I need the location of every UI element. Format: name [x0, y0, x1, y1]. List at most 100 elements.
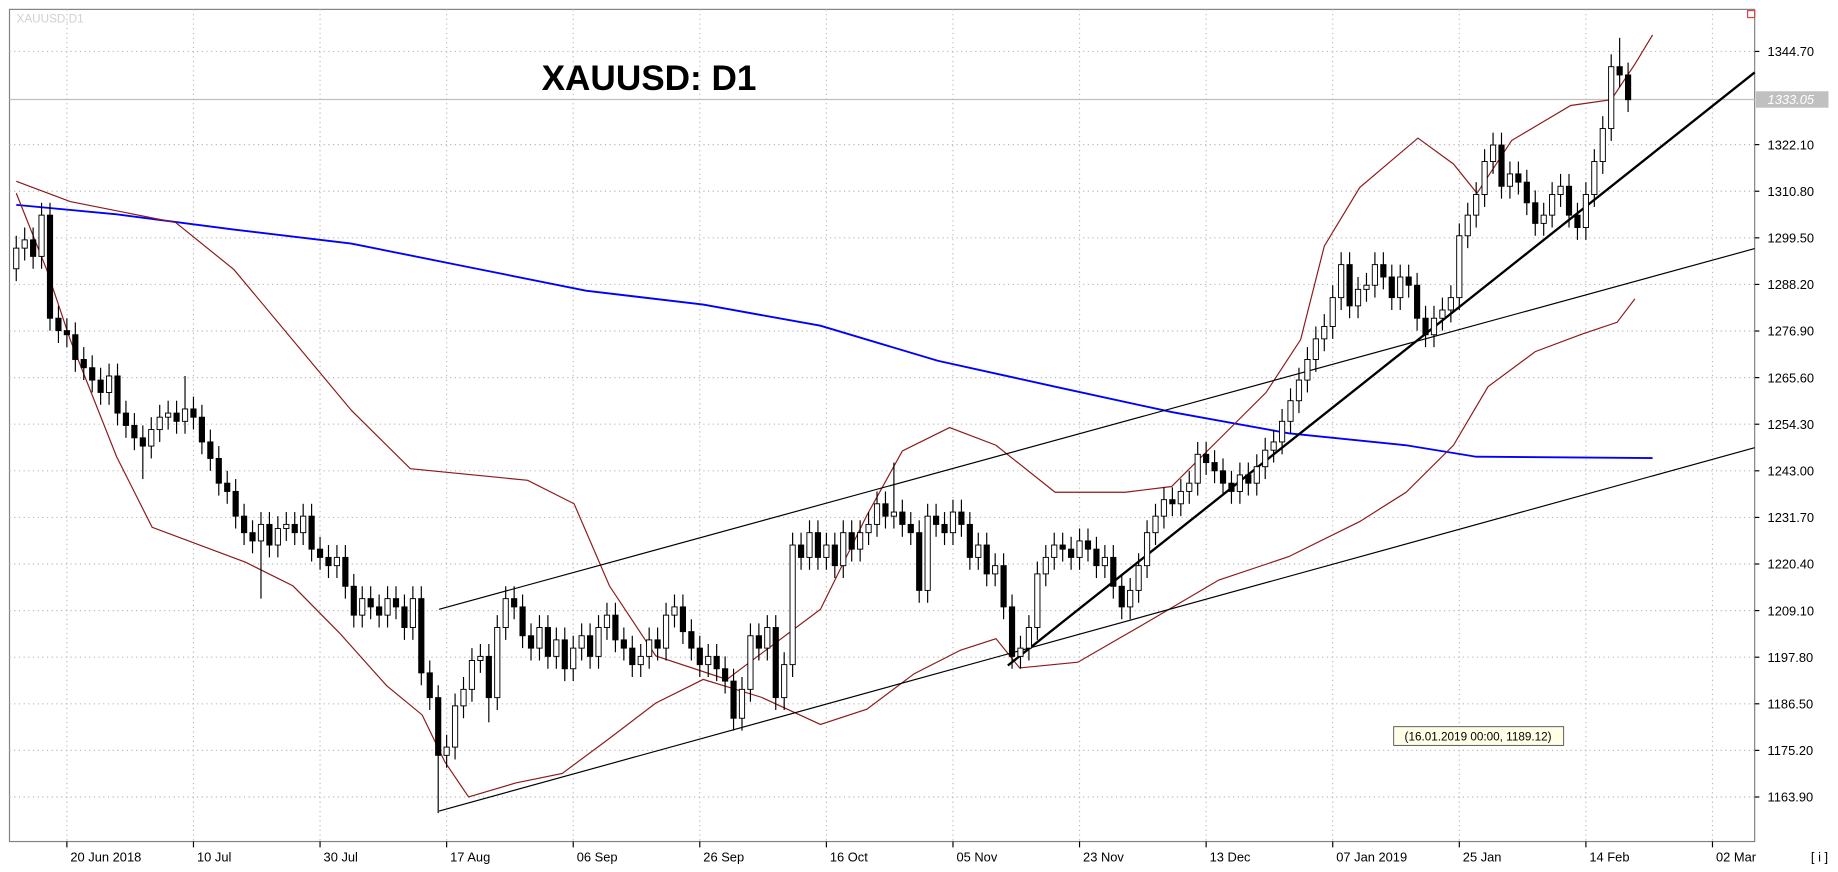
candle-body: [1211, 462, 1218, 472]
x-tick-label: 10 Jul: [197, 849, 231, 864]
candle-body: [266, 523, 273, 546]
candle-body: [139, 437, 146, 447]
candle-body: [1473, 194, 1480, 216]
candle-body: [300, 515, 307, 534]
candle-body: [257, 523, 265, 542]
indicator-line: [15, 193, 1636, 798]
candle-body: [755, 635, 762, 649]
candle-body: [1025, 627, 1033, 649]
x-tick-label: 05 Nov: [956, 849, 997, 864]
candle-body: [1287, 400, 1294, 422]
candle-body: [1532, 202, 1539, 224]
candle-body: [646, 639, 653, 657]
candle-body: [949, 511, 957, 534]
candle-body: [249, 532, 256, 542]
candle-body: [705, 655, 712, 666]
candle-body: [97, 379, 104, 393]
candle-body: [1177, 490, 1184, 505]
candle-body: [654, 639, 661, 649]
candle-body: [1160, 499, 1168, 517]
chart-title: XAUUSD: D1: [542, 59, 757, 98]
y-tick-label: 1220.40: [1768, 557, 1815, 572]
candle-body: [485, 655, 492, 699]
candle-body: [1245, 474, 1252, 484]
candle-body: [1203, 453, 1210, 464]
candle-body: [291, 523, 298, 534]
x-tick-label: 14 Feb: [1589, 849, 1629, 864]
candle-body: [13, 247, 20, 270]
candle-body: [1489, 144, 1497, 163]
candle-body: [831, 544, 838, 567]
info-icon[interactable]: [ i ]: [1811, 849, 1828, 864]
candle-body: [1380, 264, 1387, 278]
candle-body: [916, 532, 923, 591]
candle-body: [1219, 470, 1227, 484]
candle-body: [1439, 309, 1446, 319]
candle-body: [1194, 453, 1201, 484]
candle-body: [1574, 214, 1581, 228]
candle-body: [1034, 573, 1041, 628]
y-tick-label: 1231.70: [1768, 510, 1815, 525]
candle-body: [477, 655, 484, 661]
candle-body: [1456, 235, 1463, 299]
candle-body: [561, 639, 568, 670]
candle-body: [1591, 161, 1598, 195]
candle-body: [1143, 532, 1151, 567]
candle-body: [983, 544, 990, 575]
candle-body: [527, 635, 535, 649]
candle-body: [595, 627, 602, 657]
candle-body: [418, 598, 425, 674]
candle-body: [1068, 548, 1075, 558]
x-tick-label: 02 Mar: [1716, 849, 1757, 864]
candle-body: [840, 532, 847, 567]
symbol-label: XAUUSD,D1: [17, 12, 84, 25]
candle-body: [384, 598, 391, 616]
candle-body: [781, 664, 788, 699]
candle-body: [401, 606, 408, 628]
candle-body: [325, 556, 332, 567]
annotation: (16.01.2019 00:00, 1189.12): [1405, 731, 1552, 744]
candle-body: [30, 239, 37, 257]
candle-body: [536, 627, 543, 649]
candle-body: [376, 606, 383, 616]
candle-body: [1093, 548, 1100, 567]
x-tick-label: 06 Sep: [577, 849, 618, 864]
candle-body: [1228, 482, 1235, 492]
y-tick-label: 1344.70: [1768, 44, 1815, 59]
candle-body: [806, 532, 813, 558]
x-tick-label: 16 Oct: [830, 849, 868, 864]
close-icon[interactable]: [1747, 9, 1756, 19]
indicator-line: [438, 248, 1755, 610]
current-price-label: 1333.05: [1768, 92, 1815, 107]
candle-body: [688, 631, 695, 649]
x-tick-label: 23 Nov: [1083, 849, 1124, 864]
x-tick-label: 25 Jan: [1463, 849, 1502, 864]
candle-body: [1101, 556, 1108, 567]
candle-body: [1253, 466, 1260, 484]
candle-body: [63, 330, 70, 336]
x-tick-label: 20 Jun 2018: [70, 849, 141, 864]
candle-body: [1186, 482, 1193, 492]
candle-body: [156, 416, 163, 431]
candle-body: [1329, 297, 1336, 327]
candle-body: [207, 441, 214, 459]
candle-body: [367, 598, 374, 608]
candle-body: [1481, 161, 1488, 195]
candle-body: [1135, 565, 1142, 591]
candle-body: [857, 532, 864, 550]
candle-body: [1262, 449, 1269, 468]
candle-body: [198, 416, 205, 443]
candle-body: [1624, 74, 1632, 101]
candle-body: [451, 705, 459, 748]
candle-body: [46, 214, 54, 319]
x-tick-label: 30 Jul: [324, 849, 358, 864]
candle-body: [1084, 540, 1092, 550]
grid: [9, 9, 1755, 842]
candle-body: [1447, 297, 1454, 311]
candle-body: [1388, 276, 1395, 299]
y-tick-label: 1163.90: [1768, 790, 1814, 805]
candle-body: [722, 668, 729, 682]
candle-body: [747, 635, 754, 690]
candle-body: [131, 424, 138, 439]
